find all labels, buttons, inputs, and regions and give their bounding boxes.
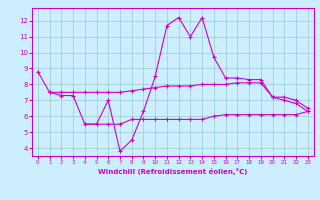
X-axis label: Windchill (Refroidissement éolien,°C): Windchill (Refroidissement éolien,°C) (98, 168, 247, 175)
